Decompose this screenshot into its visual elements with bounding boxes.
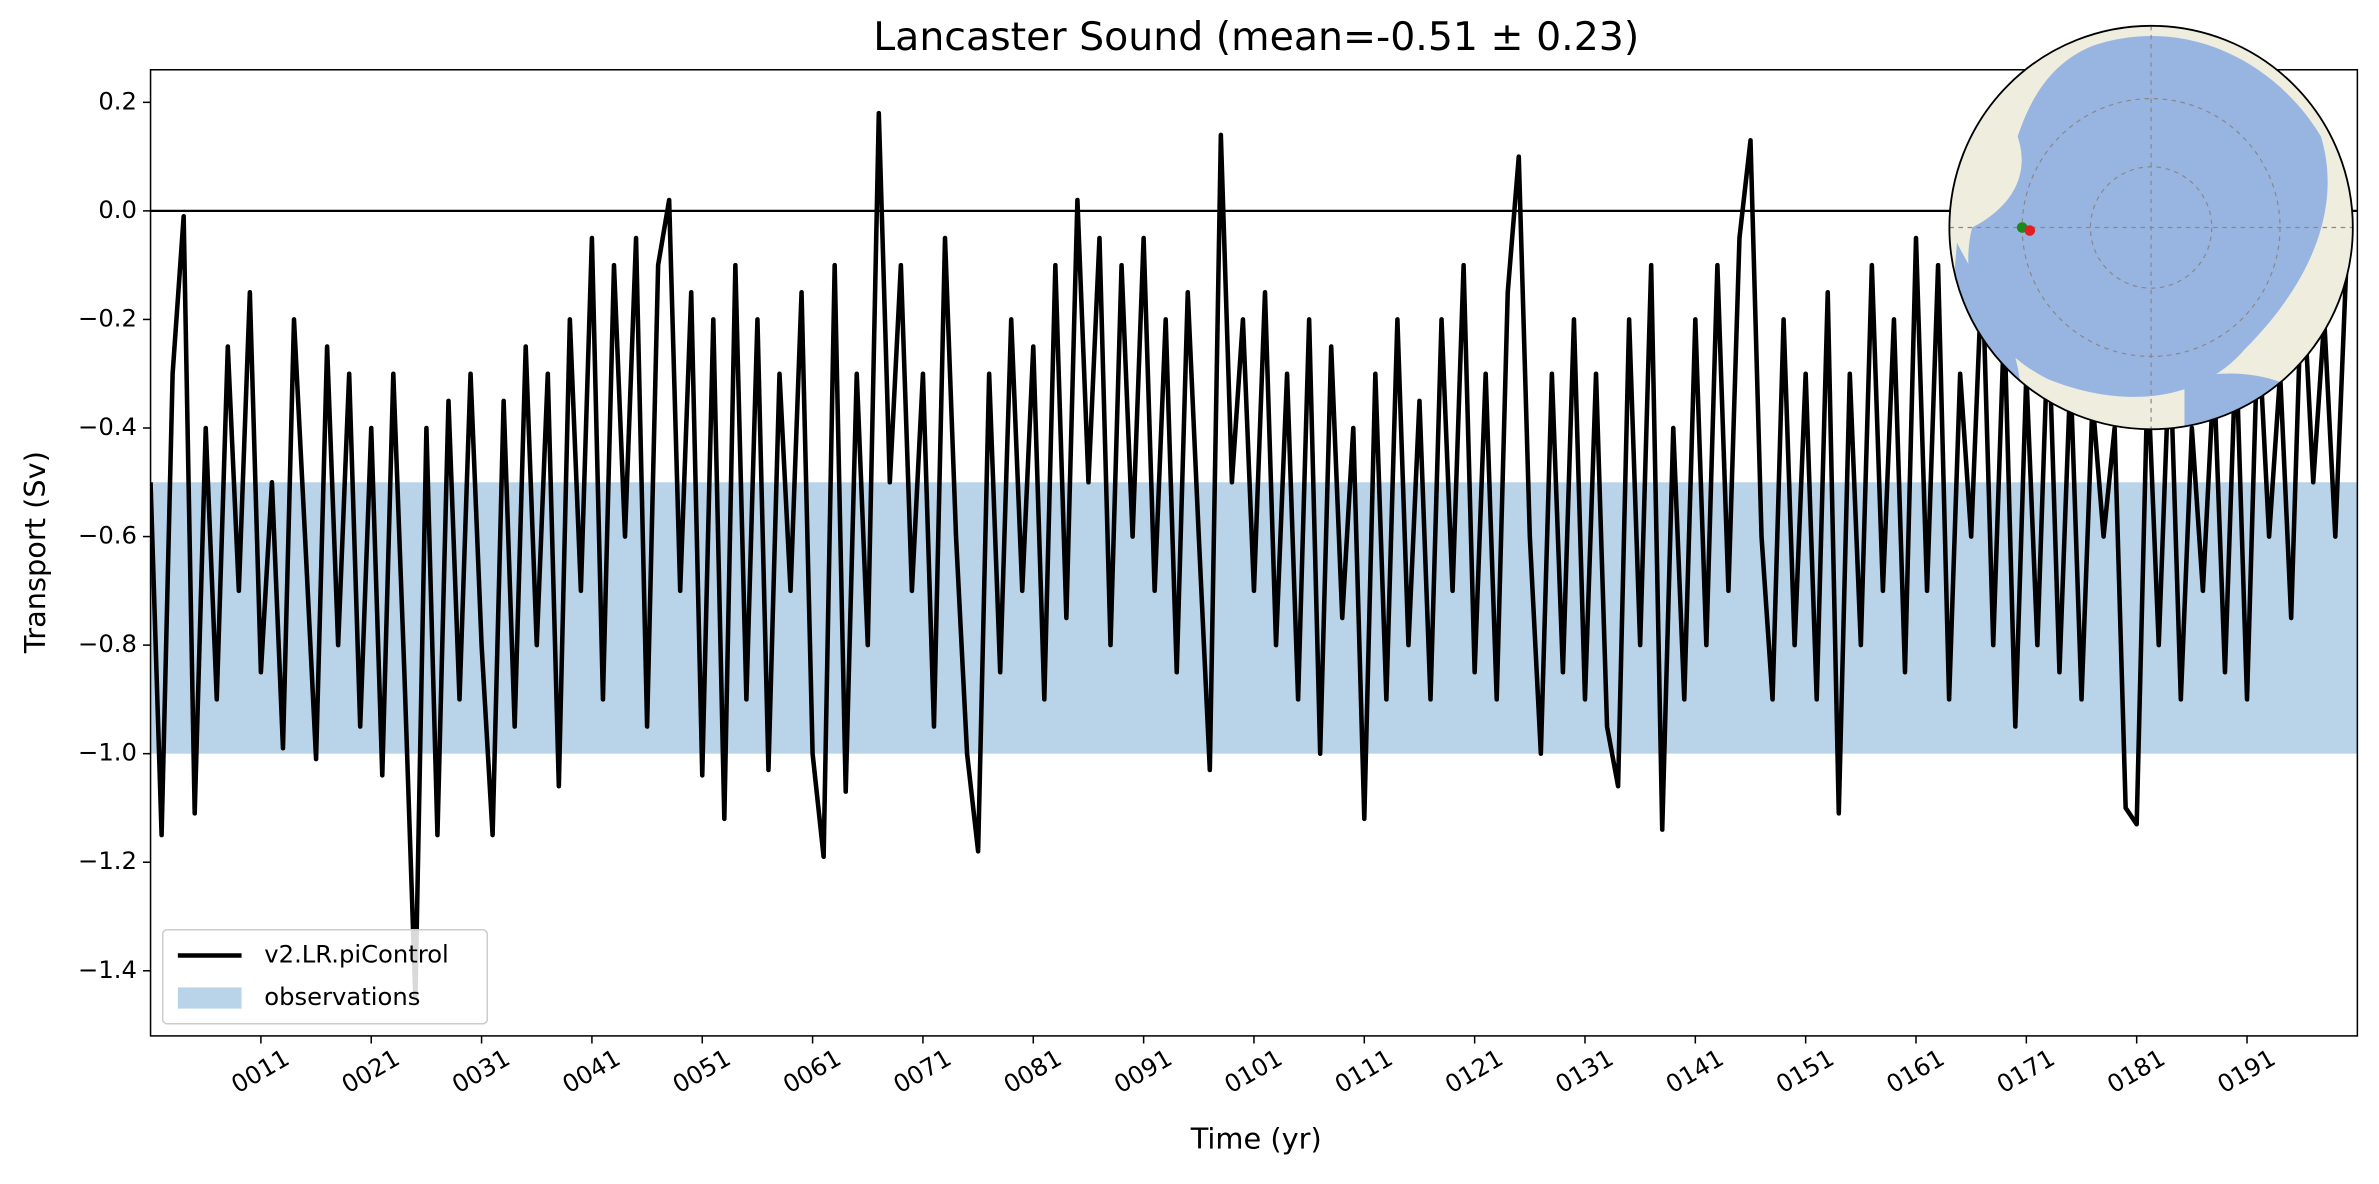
x-tick-label: 0131 xyxy=(1550,1043,1618,1099)
y-tick-label: −0.2 xyxy=(78,303,137,332)
legend-label: v2.LR.piControl xyxy=(264,940,448,969)
x-tick-label: 0021 xyxy=(337,1043,405,1099)
y-tick-label: 0.2 xyxy=(98,86,137,115)
y-tick-label: −1.0 xyxy=(78,738,137,767)
x-tick-label: 0171 xyxy=(1992,1043,2060,1099)
x-tick-label: 0161 xyxy=(1881,1043,1949,1099)
chart-title: Lancaster Sound (mean=-0.51 ± 0.23) xyxy=(873,14,1639,60)
x-tick-label: 0111 xyxy=(1330,1043,1398,1099)
x-axis-label: Time (yr) xyxy=(1190,1122,1322,1156)
x-tick-label: 0011 xyxy=(226,1043,294,1099)
x-tick-label: 0061 xyxy=(778,1043,846,1099)
legend-box xyxy=(161,928,489,1025)
plot-area xyxy=(150,110,2358,1001)
map-border xyxy=(1948,24,2354,431)
y-tick-label: −0.6 xyxy=(78,521,137,550)
x-tick-label: 0141 xyxy=(1661,1043,1729,1099)
y-tick-label: −1.2 xyxy=(78,846,137,875)
y-tick-label: −0.8 xyxy=(78,629,137,658)
x-tick-label: 0051 xyxy=(668,1043,736,1099)
y-axis-label: Transport (Sv) xyxy=(18,451,52,654)
y-tick-label: 0.0 xyxy=(98,195,137,224)
legend-swatch xyxy=(177,987,242,1009)
legend-label: observations xyxy=(264,982,420,1011)
x-tick-label: 0081 xyxy=(999,1043,1067,1099)
x-tick-label: 0151 xyxy=(1771,1043,1839,1099)
x-tick-label: 0121 xyxy=(1440,1043,1508,1099)
x-tick-label: 0091 xyxy=(1109,1043,1177,1099)
x-tick-label: 0191 xyxy=(2212,1043,2280,1099)
legend: v2.LR.piControl observations xyxy=(161,928,489,1025)
x-tick-label: 0181 xyxy=(2102,1043,2170,1099)
x-tick-label: 0101 xyxy=(1219,1043,1287,1099)
x-tick-label: 0041 xyxy=(557,1043,625,1099)
map-marker xyxy=(2024,225,2036,236)
y-tick-label: −1.4 xyxy=(78,955,137,984)
y-tick-label: −0.4 xyxy=(78,412,137,441)
x-tick-label: 0071 xyxy=(888,1043,956,1099)
x-tick-label: 0031 xyxy=(447,1043,515,1099)
